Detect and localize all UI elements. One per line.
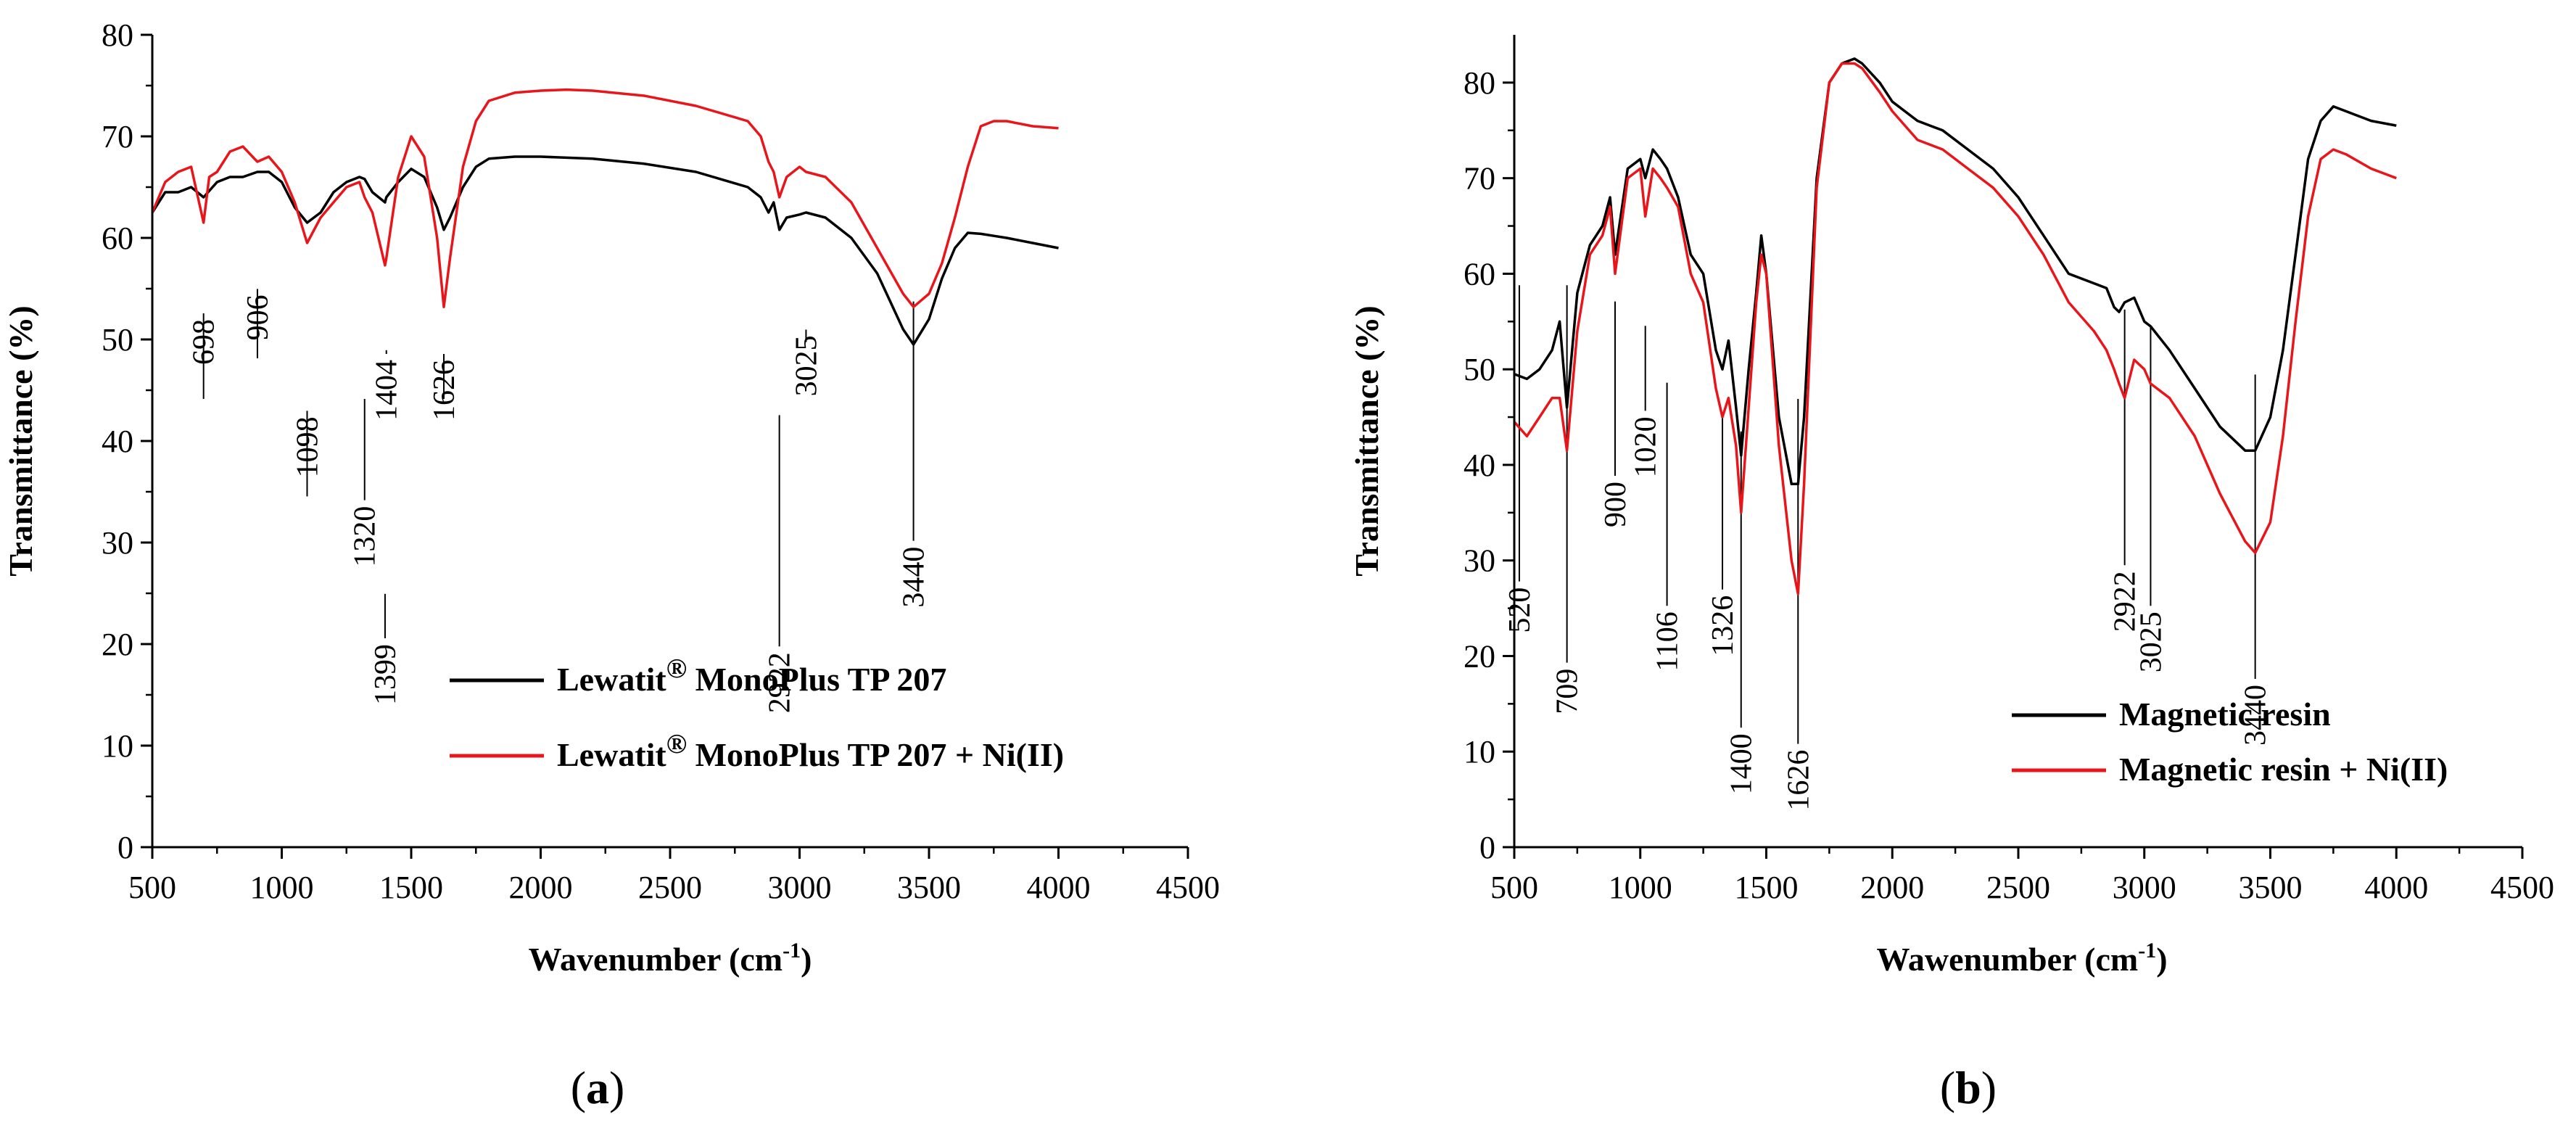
x-tick-label: 4000 <box>1027 870 1091 905</box>
series-line-2 <box>1513 62 2397 595</box>
legend-label-main: Magnetic resin + Ni(II) <box>2119 751 2448 788</box>
tick-labels: 500 1000 1500 2000 2500 3000 3500 4000 4500 0 10 20… <box>102 17 1220 905</box>
y-tick-label: 30 <box>102 525 133 561</box>
peak-label: 1326 <box>1706 595 1740 656</box>
y-axis-label: Transmittance (%) <box>2 305 39 576</box>
x-axis-label-sup: -1 <box>783 939 801 962</box>
axes-frame <box>1503 35 2524 859</box>
peak-label: 1020 <box>1630 416 1663 477</box>
x-axis-label: Wawenumber (cm-1) <box>1876 939 2167 978</box>
y-tick-label: 80 <box>1464 65 1495 101</box>
y-tick-label: 10 <box>102 728 133 764</box>
series-lines <box>151 88 1059 346</box>
peak-label: 1626 <box>428 360 461 421</box>
peak-label: 900 <box>1599 482 1632 527</box>
legend-label: Magnetic resin <box>2119 696 2331 733</box>
x-axis-label-sup: -1 <box>2138 939 2156 962</box>
x-tick-label: 1500 <box>1735 870 1799 905</box>
peak-label: 3025 <box>2134 611 2168 672</box>
x-tick-label: 4000 <box>2364 870 2428 905</box>
peak-label: 3440 <box>2239 685 2273 746</box>
x-axis-label-close: ) <box>801 941 812 978</box>
peak-label: 520 <box>1503 588 1537 633</box>
y-tick-label: 30 <box>1464 543 1495 579</box>
peak-label: 1626 <box>1782 750 1815 811</box>
peak-label: 1106 <box>1651 611 1685 671</box>
legend: Magnetic resin Magnetic resin + Ni(II) <box>2012 696 2448 788</box>
y-tick-label: 0 <box>117 830 133 865</box>
y-tick-label: 50 <box>102 322 133 358</box>
legend-label: Lewatit® MonoPlus TP 207 + Ni(II) <box>557 729 1064 773</box>
y-tick-label: 20 <box>102 627 133 662</box>
y-tick-label: 70 <box>1464 161 1495 197</box>
y-axis-label: Transmittance (%) <box>1348 305 1385 576</box>
legend-label-sup: ® <box>666 729 687 759</box>
x-tick-label: 2000 <box>1860 870 1924 905</box>
y-tick-label: 40 <box>1464 448 1495 483</box>
peak-label: 1400 <box>1725 733 1759 794</box>
series-line-1 <box>151 155 1059 346</box>
peak-label: 3025 <box>790 335 823 396</box>
x-tick-label: 2000 <box>509 870 573 905</box>
peak-label: 1320 <box>349 506 382 567</box>
peak-label: 709 <box>1551 669 1585 714</box>
x-tick-label: 3000 <box>768 870 832 905</box>
x-tick-label: 4500 <box>2490 870 2554 905</box>
peak-label: 906 <box>242 294 275 340</box>
x-tick-label: 500 <box>128 870 176 905</box>
series-lines <box>1513 57 2397 595</box>
x-tick-label: 1000 <box>250 870 314 905</box>
peak-annotations: 698 906 1098 1320 1399 1404 1626 2922 3025 3440 <box>188 289 931 713</box>
y-tick-label: 80 <box>102 17 133 53</box>
tick-labels: 500 1000 1500 2000 2500 3000 3500 4000 450001020… <box>1464 65 2554 905</box>
x-tick-label: 3000 <box>2113 870 2176 905</box>
x-tick-label: 2500 <box>1986 870 2050 905</box>
legend-label-rest: MonoPlus TP 207 + Ni(II) <box>687 736 1064 773</box>
panel-label: (a) <box>571 1062 625 1113</box>
x-axis-label: Wavenumber (cm-1) <box>529 939 812 978</box>
legend-label-main: Lewatit <box>557 736 666 773</box>
peak-label: 3440 <box>898 547 931 608</box>
panel-label: (b) <box>1940 1062 1997 1113</box>
axes-frame <box>141 33 1189 859</box>
legend-label: Magnetic resin + Ni(II) <box>2119 751 2448 788</box>
y-tick-label: 70 <box>102 119 133 154</box>
peak-label: 2922 <box>2109 571 2142 632</box>
x-tick-label: 1500 <box>379 870 443 905</box>
x-tick-label: 1000 <box>1609 870 1672 905</box>
legend-label-main: Lewatit <box>557 661 666 698</box>
peak-label: 1098 <box>291 416 324 477</box>
y-tick-label: 10 <box>1464 734 1495 770</box>
y-tick-label: 0 <box>1479 830 1495 865</box>
legend-label-rest: MonoPlus TP 207 <box>687 661 946 698</box>
x-tick-label: 2500 <box>638 870 702 905</box>
x-axis-label-main: Wawenumber (cm <box>1876 941 2138 978</box>
x-tick-label: 4500 <box>1156 870 1220 905</box>
x-tick-label: 3500 <box>2239 870 2303 905</box>
y-tick-label: 40 <box>102 424 133 459</box>
legend-label-main: Magnetic resin <box>2119 696 2331 733</box>
peak-label: 1404 <box>371 360 404 421</box>
peak-label: 1399 <box>369 644 402 705</box>
y-tick-label: 50 <box>1464 352 1495 387</box>
legend-label-sup: ® <box>666 654 687 684</box>
y-tick-label: 20 <box>1464 638 1495 674</box>
x-tick-label: 500 <box>1490 870 1538 905</box>
x-tick-label: 3500 <box>897 870 961 905</box>
chart-panel-a: 698 906 1098 1320 1399 1404 1626 2922 3025 3440 5… <box>2 17 1220 1113</box>
series-line-2 <box>151 88 1059 308</box>
y-tick-label: 60 <box>102 220 133 256</box>
y-tick-label: 60 <box>1464 256 1495 292</box>
x-axis-label-close: ) <box>2156 941 2167 978</box>
peak-label: 2922 <box>764 652 797 713</box>
x-axis-label-main: Wavenumber (cm <box>529 941 783 978</box>
peak-label: 698 <box>188 319 221 365</box>
legend-label: Lewatit® MonoPlus TP 207 <box>557 654 946 698</box>
